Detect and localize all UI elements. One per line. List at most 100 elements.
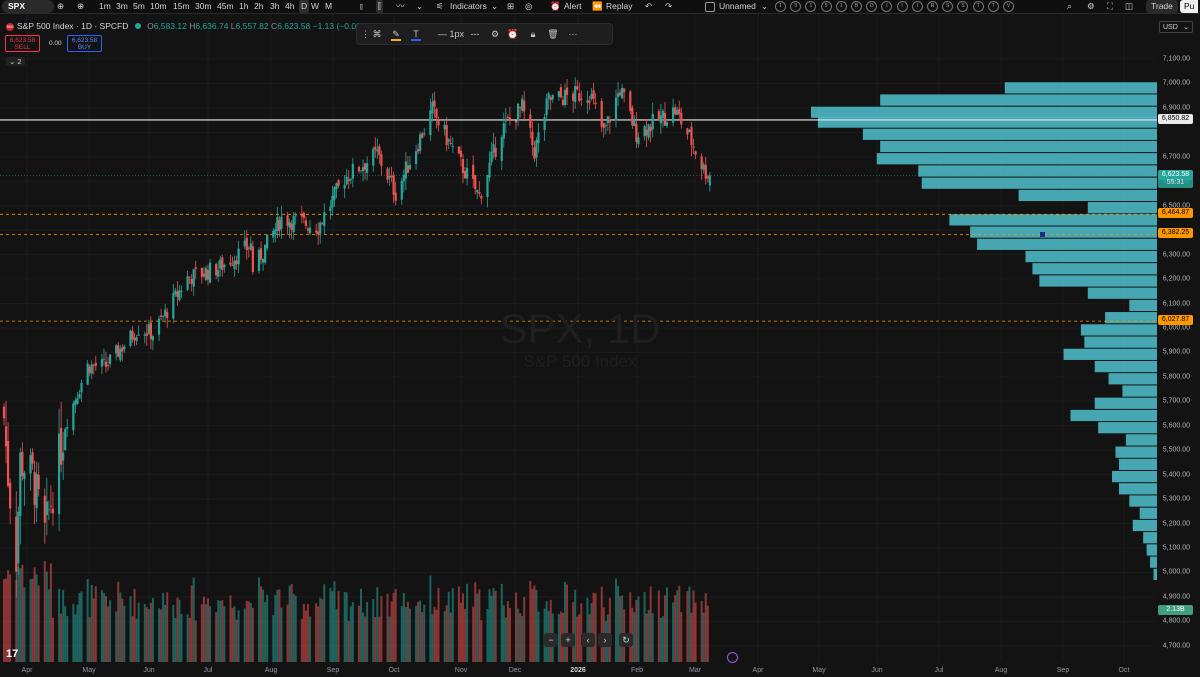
- zoom-out-button[interactable]: −: [544, 633, 558, 647]
- line-color-icon[interactable]: ✎: [391, 29, 401, 41]
- timeframe-45m[interactable]: 45m: [217, 1, 234, 11]
- indicators-collapse-toggle[interactable]: ⌄ 2: [6, 57, 25, 66]
- layout-chevron-icon[interactable]: ⌄: [760, 1, 768, 11]
- quick-symbol-circle[interactable]: 3: [790, 1, 802, 12]
- timeframe-3h[interactable]: 3h: [270, 1, 280, 11]
- volume-profile-bar: [1004, 82, 1157, 94]
- quick-symbol-circle[interactable]: 5: [820, 1, 832, 12]
- volume-bar: [388, 616, 391, 662]
- candle-body: [623, 88, 626, 93]
- symbol-search[interactable]: SPX: [2, 0, 54, 13]
- quick-symbol-circle[interactable]: I: [896, 1, 908, 12]
- volume-bar: [207, 598, 209, 662]
- indicators-dropdown-icon[interactable]: ⌄: [491, 1, 499, 11]
- quick-symbol-circle[interactable]: I: [881, 1, 893, 12]
- timeframe-w[interactable]: W: [311, 1, 320, 11]
- publish-button[interactable]: Pu: [1180, 0, 1199, 13]
- search-icon[interactable]: ⌕: [1067, 1, 1072, 11]
- candles-style-icon[interactable]: ⫿: [376, 0, 383, 13]
- volume-bar: [366, 601, 369, 662]
- volume-bar: [400, 606, 403, 662]
- camera-icon[interactable]: ◫: [1125, 1, 1134, 11]
- candle-body: [533, 147, 536, 159]
- quick-symbol-circle[interactable]: S: [942, 1, 954, 12]
- quick-symbol-circle[interactable]: V: [1003, 1, 1014, 12]
- layout-select[interactable]: Unnamed ⌄: [705, 0, 768, 13]
- compare-icon[interactable]: ⊕: [57, 1, 65, 11]
- drag-handle-icon[interactable]: ⋮: [361, 29, 370, 39]
- settings-icon[interactable]: ⚙: [490, 29, 500, 39]
- scroll-right-button[interactable]: ›: [598, 633, 612, 647]
- layout-checkbox[interactable]: [705, 1, 715, 12]
- timeframe-30m[interactable]: 30m: [195, 1, 212, 11]
- legend-title[interactable]: S&P 500 Index · 1D · SPCFD: [17, 21, 129, 31]
- text-color-icon[interactable]: T: [410, 24, 422, 44]
- volume-bar: [107, 606, 110, 662]
- volume-bar: [645, 613, 648, 662]
- timeframe-5m[interactable]: 5m: [133, 1, 145, 11]
- indicators-icon[interactable]: ⚟: [436, 1, 444, 11]
- buy-button[interactable]: 6,623.58 BUY: [67, 35, 102, 52]
- line-style-icon[interactable]: ---: [470, 29, 480, 39]
- line-width-select[interactable]: — 1px: [437, 29, 465, 39]
- line-tool-icon[interactable]: 〰: [396, 1, 405, 11]
- candle-body: [237, 248, 240, 265]
- candle-body: [557, 91, 560, 97]
- quick-symbol-circle[interactable]: 1: [835, 1, 847, 12]
- volume-profile-bar: [1087, 287, 1157, 299]
- trade-button[interactable]: Trade: [1146, 0, 1178, 13]
- replay-icon[interactable]: ⏪: [592, 1, 603, 11]
- candle-body: [117, 345, 120, 357]
- zoom-in-button[interactable]: +: [561, 633, 575, 647]
- redo-icon[interactable]: ↷: [665, 1, 673, 11]
- alert-add-icon[interactable]: ⏰: [507, 29, 519, 39]
- alert-icon[interactable]: ⏰: [550, 1, 561, 11]
- undo-icon[interactable]: ↶: [645, 1, 653, 11]
- lock-icon[interactable]: 🔒︎: [530, 29, 536, 39]
- volume-profile-bar: [1070, 409, 1157, 422]
- quick-symbol-circle[interactable]: I: [911, 1, 923, 12]
- quick-symbol-circle[interactable]: T: [987, 1, 999, 12]
- currency-select[interactable]: USD ⌄: [1159, 21, 1193, 33]
- template-icon[interactable]: ⌘: [372, 29, 382, 39]
- quick-symbol-circle[interactable]: 1: [775, 1, 786, 12]
- tradingview-logo[interactable]: 17: [6, 648, 19, 660]
- event-marker-icon[interactable]: [727, 652, 738, 663]
- quick-symbol-circle[interactable]: D: [866, 1, 878, 12]
- time-tick-label: Oct: [388, 667, 400, 674]
- chevron-down-icon[interactable]: ⌄: [416, 1, 424, 11]
- quick-symbol-circle[interactable]: T: [972, 1, 984, 12]
- settings-circle-icon[interactable]: ◎: [525, 1, 533, 11]
- trash-icon[interactable]: 🗑︎: [547, 29, 559, 39]
- timeframe-d[interactable]: D: [299, 0, 310, 13]
- templates-icon[interactable]: ⊞: [507, 1, 515, 11]
- fullscreen-icon[interactable]: ⛶: [1107, 1, 1113, 11]
- timeframe-2h[interactable]: 2h: [254, 1, 264, 11]
- replay-button[interactable]: Replay: [606, 1, 633, 11]
- quick-symbol-circle[interactable]: 1: [805, 1, 817, 12]
- volume-bar: [549, 599, 552, 662]
- scroll-left-button[interactable]: ‹: [581, 633, 595, 647]
- alert-button[interactable]: Alert: [564, 1, 582, 11]
- timeframe-3m[interactable]: 3m: [116, 1, 128, 11]
- timeframe-m[interactable]: M: [325, 1, 333, 11]
- timeframe-1h[interactable]: 1h: [239, 1, 249, 11]
- add-symbol-icon[interactable]: ⊕: [77, 1, 85, 11]
- bars-style-icon[interactable]: ⫾: [360, 1, 363, 11]
- reset-chart-button[interactable]: ↻: [619, 633, 633, 647]
- quick-symbol-circle[interactable]: S: [957, 1, 969, 12]
- timeframe-15m[interactable]: 15m: [173, 1, 190, 11]
- candle-body: [390, 175, 393, 178]
- sell-button[interactable]: 6,623.58 SELL: [5, 35, 40, 52]
- quick-symbol-circle[interactable]: R: [927, 1, 938, 12]
- volume-bar: [219, 600, 222, 662]
- settings-icon[interactable]: ⚙: [1087, 1, 1095, 11]
- indicators-button[interactable]: Indicators: [450, 1, 487, 11]
- timeframe-1m[interactable]: 1m: [99, 1, 111, 11]
- quick-symbol-circle[interactable]: B: [851, 1, 862, 12]
- high-label: H: [189, 21, 196, 31]
- more-icon[interactable]: ···: [568, 29, 578, 39]
- timeframe-10m[interactable]: 10m: [150, 1, 167, 11]
- timeframe-4h[interactable]: 4h: [285, 1, 295, 11]
